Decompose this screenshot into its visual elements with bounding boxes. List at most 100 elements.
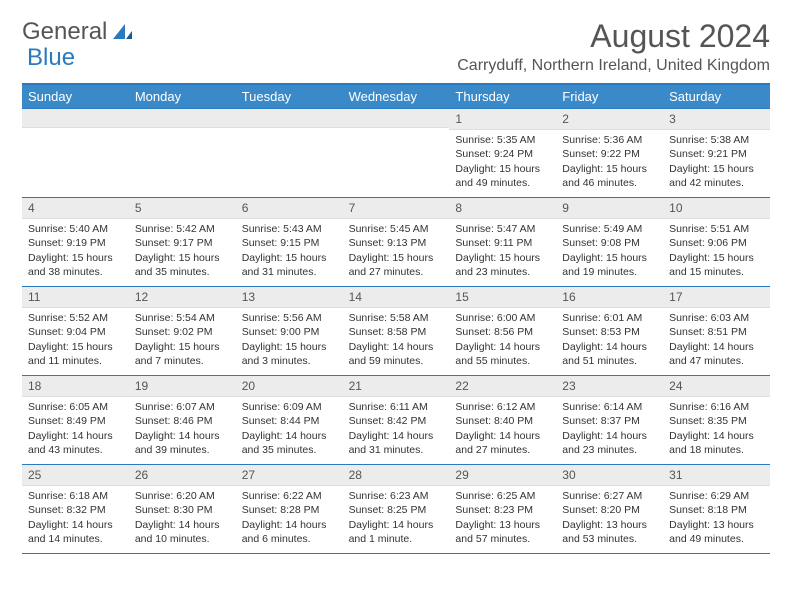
cell-body: Sunrise: 6:09 AMSunset: 8:44 PMDaylight:… bbox=[236, 397, 343, 462]
sunset-text: Sunset: 8:28 PM bbox=[242, 503, 337, 517]
date-number bbox=[236, 109, 343, 128]
sunset-text: Sunset: 8:18 PM bbox=[669, 503, 764, 517]
logo-text-blue-wrap: Blue bbox=[27, 44, 75, 72]
calendar-cell: 14Sunrise: 5:58 AMSunset: 8:58 PMDayligh… bbox=[343, 287, 450, 375]
daylight-text: Daylight: 15 hours and 42 minutes. bbox=[669, 162, 764, 190]
date-number: 8 bbox=[449, 198, 556, 219]
calendar-cell: 8Sunrise: 5:47 AMSunset: 9:11 PMDaylight… bbox=[449, 198, 556, 286]
calendar-cell bbox=[22, 109, 129, 197]
week-row: 11Sunrise: 5:52 AMSunset: 9:04 PMDayligh… bbox=[22, 286, 770, 375]
daylight-text: Daylight: 15 hours and 15 minutes. bbox=[669, 251, 764, 279]
sunset-text: Sunset: 8:23 PM bbox=[455, 503, 550, 517]
cell-body: Sunrise: 5:58 AMSunset: 8:58 PMDaylight:… bbox=[343, 308, 450, 373]
sunset-text: Sunset: 8:32 PM bbox=[28, 503, 123, 517]
day-header: Wednesday bbox=[343, 85, 450, 108]
date-number: 9 bbox=[556, 198, 663, 219]
month-title: August 2024 bbox=[457, 18, 770, 55]
day-header: Tuesday bbox=[236, 85, 343, 108]
sunrise-text: Sunrise: 6:27 AM bbox=[562, 489, 657, 503]
calendar-cell: 4Sunrise: 5:40 AMSunset: 9:19 PMDaylight… bbox=[22, 198, 129, 286]
sunset-text: Sunset: 9:19 PM bbox=[28, 236, 123, 250]
cell-body: Sunrise: 6:05 AMSunset: 8:49 PMDaylight:… bbox=[22, 397, 129, 462]
day-header: Saturday bbox=[663, 85, 770, 108]
date-number: 26 bbox=[129, 465, 236, 486]
sunset-text: Sunset: 9:08 PM bbox=[562, 236, 657, 250]
date-number: 14 bbox=[343, 287, 450, 308]
cell-body: Sunrise: 6:12 AMSunset: 8:40 PMDaylight:… bbox=[449, 397, 556, 462]
sunrise-text: Sunrise: 6:18 AM bbox=[28, 489, 123, 503]
sunrise-text: Sunrise: 5:56 AM bbox=[242, 311, 337, 325]
daylight-text: Daylight: 14 hours and 10 minutes. bbox=[135, 518, 230, 546]
cell-body: Sunrise: 6:11 AMSunset: 8:42 PMDaylight:… bbox=[343, 397, 450, 462]
cell-body: Sunrise: 6:07 AMSunset: 8:46 PMDaylight:… bbox=[129, 397, 236, 462]
day-header: Sunday bbox=[22, 85, 129, 108]
sunrise-text: Sunrise: 5:51 AM bbox=[669, 222, 764, 236]
date-number: 5 bbox=[129, 198, 236, 219]
logo-text-blue: Blue bbox=[27, 44, 75, 71]
daylight-text: Daylight: 14 hours and 51 minutes. bbox=[562, 340, 657, 368]
week-row: 4Sunrise: 5:40 AMSunset: 9:19 PMDaylight… bbox=[22, 197, 770, 286]
sunset-text: Sunset: 9:04 PM bbox=[28, 325, 123, 339]
sunrise-text: Sunrise: 5:45 AM bbox=[349, 222, 444, 236]
cell-body: Sunrise: 6:23 AMSunset: 8:25 PMDaylight:… bbox=[343, 486, 450, 551]
logo-text-general: General bbox=[22, 18, 107, 46]
logo-sail-icon bbox=[111, 21, 133, 48]
daylight-text: Daylight: 15 hours and 49 minutes. bbox=[455, 162, 550, 190]
daylight-text: Daylight: 14 hours and 6 minutes. bbox=[242, 518, 337, 546]
daylight-text: Daylight: 15 hours and 11 minutes. bbox=[28, 340, 123, 368]
sunset-text: Sunset: 9:06 PM bbox=[669, 236, 764, 250]
daylight-text: Daylight: 15 hours and 23 minutes. bbox=[455, 251, 550, 279]
daylight-text: Daylight: 15 hours and 38 minutes. bbox=[28, 251, 123, 279]
sunrise-text: Sunrise: 6:16 AM bbox=[669, 400, 764, 414]
daylight-text: Daylight: 15 hours and 19 minutes. bbox=[562, 251, 657, 279]
calendar-cell: 10Sunrise: 5:51 AMSunset: 9:06 PMDayligh… bbox=[663, 198, 770, 286]
cell-body: Sunrise: 5:36 AMSunset: 9:22 PMDaylight:… bbox=[556, 130, 663, 195]
calendar-cell bbox=[129, 109, 236, 197]
date-number bbox=[22, 109, 129, 128]
sunrise-text: Sunrise: 6:25 AM bbox=[455, 489, 550, 503]
daylight-text: Daylight: 14 hours and 39 minutes. bbox=[135, 429, 230, 457]
calendar-cell: 5Sunrise: 5:42 AMSunset: 9:17 PMDaylight… bbox=[129, 198, 236, 286]
sunrise-text: Sunrise: 6:01 AM bbox=[562, 311, 657, 325]
sunrise-text: Sunrise: 5:40 AM bbox=[28, 222, 123, 236]
cell-body: Sunrise: 5:47 AMSunset: 9:11 PMDaylight:… bbox=[449, 219, 556, 284]
daylight-text: Daylight: 15 hours and 7 minutes. bbox=[135, 340, 230, 368]
sunset-text: Sunset: 9:13 PM bbox=[349, 236, 444, 250]
cell-body: Sunrise: 5:35 AMSunset: 9:24 PMDaylight:… bbox=[449, 130, 556, 195]
date-number: 31 bbox=[663, 465, 770, 486]
daylight-text: Daylight: 13 hours and 53 minutes. bbox=[562, 518, 657, 546]
daylight-text: Daylight: 14 hours and 23 minutes. bbox=[562, 429, 657, 457]
calendar-cell: 18Sunrise: 6:05 AMSunset: 8:49 PMDayligh… bbox=[22, 376, 129, 464]
cell-body: Sunrise: 5:38 AMSunset: 9:21 PMDaylight:… bbox=[663, 130, 770, 195]
cell-body: Sunrise: 6:16 AMSunset: 8:35 PMDaylight:… bbox=[663, 397, 770, 462]
daylight-text: Daylight: 13 hours and 57 minutes. bbox=[455, 518, 550, 546]
date-number: 13 bbox=[236, 287, 343, 308]
calendar-cell: 28Sunrise: 6:23 AMSunset: 8:25 PMDayligh… bbox=[343, 465, 450, 553]
daylight-text: Daylight: 14 hours and 27 minutes. bbox=[455, 429, 550, 457]
calendar-cell: 17Sunrise: 6:03 AMSunset: 8:51 PMDayligh… bbox=[663, 287, 770, 375]
sunrise-text: Sunrise: 5:49 AM bbox=[562, 222, 657, 236]
sunset-text: Sunset: 8:30 PM bbox=[135, 503, 230, 517]
calendar-cell: 1Sunrise: 5:35 AMSunset: 9:24 PMDaylight… bbox=[449, 109, 556, 197]
sunrise-text: Sunrise: 6:07 AM bbox=[135, 400, 230, 414]
calendar-cell: 27Sunrise: 6:22 AMSunset: 8:28 PMDayligh… bbox=[236, 465, 343, 553]
daylight-text: Daylight: 14 hours and 43 minutes. bbox=[28, 429, 123, 457]
sunrise-text: Sunrise: 5:47 AM bbox=[455, 222, 550, 236]
sunset-text: Sunset: 8:35 PM bbox=[669, 414, 764, 428]
calendar-cell: 15Sunrise: 6:00 AMSunset: 8:56 PMDayligh… bbox=[449, 287, 556, 375]
date-number: 12 bbox=[129, 287, 236, 308]
cell-body: Sunrise: 6:20 AMSunset: 8:30 PMDaylight:… bbox=[129, 486, 236, 551]
calendar: SundayMondayTuesdayWednesdayThursdayFrid… bbox=[22, 83, 770, 554]
date-number: 27 bbox=[236, 465, 343, 486]
sunrise-text: Sunrise: 5:52 AM bbox=[28, 311, 123, 325]
date-number bbox=[343, 109, 450, 128]
calendar-cell: 19Sunrise: 6:07 AMSunset: 8:46 PMDayligh… bbox=[129, 376, 236, 464]
sunrise-text: Sunrise: 5:42 AM bbox=[135, 222, 230, 236]
week-row: 1Sunrise: 5:35 AMSunset: 9:24 PMDaylight… bbox=[22, 108, 770, 197]
sunset-text: Sunset: 8:42 PM bbox=[349, 414, 444, 428]
cell-body: Sunrise: 6:01 AMSunset: 8:53 PMDaylight:… bbox=[556, 308, 663, 373]
sunrise-text: Sunrise: 6:23 AM bbox=[349, 489, 444, 503]
calendar-cell: 31Sunrise: 6:29 AMSunset: 8:18 PMDayligh… bbox=[663, 465, 770, 553]
sunset-text: Sunset: 8:20 PM bbox=[562, 503, 657, 517]
day-header: Friday bbox=[556, 85, 663, 108]
